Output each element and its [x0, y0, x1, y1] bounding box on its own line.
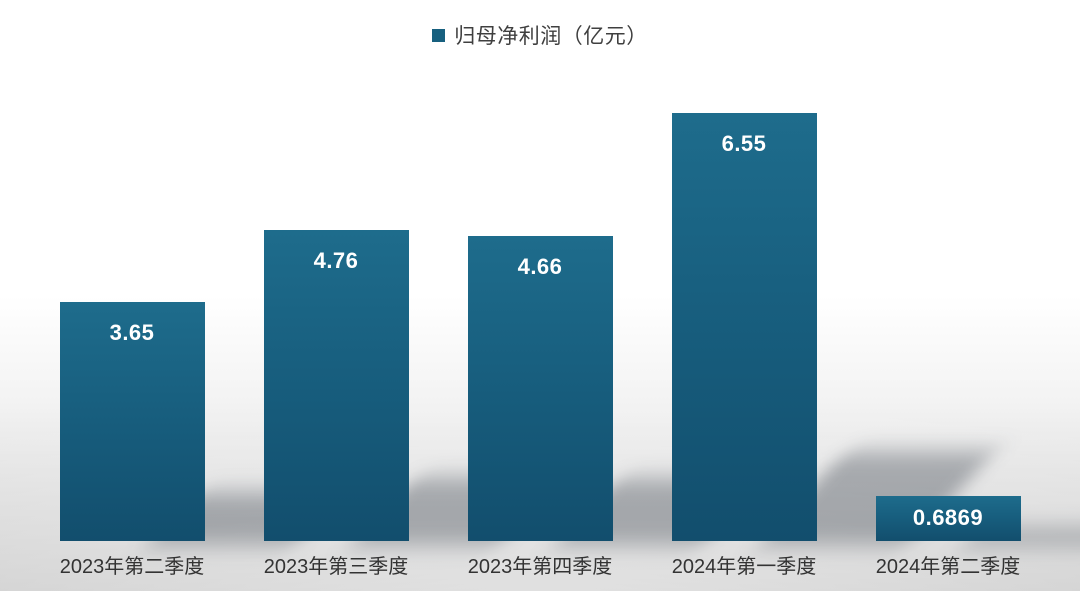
- chart-column: 6.55 2024年第一季度: [642, 0, 995, 578]
- chart-column: 4.66 2023年第四季度: [438, 0, 767, 578]
- x-axis-label: 2023年第四季度: [467, 556, 613, 578]
- chart-column: 0.6869 2024年第二季度: [846, 0, 1080, 578]
- chart-column: 3.65 2023年第二季度: [30, 0, 347, 578]
- chart-legend: 归母净利润（亿元）: [0, 20, 1080, 50]
- bar-value-label: 4.66: [517, 254, 563, 279]
- plot-area: 3.65 2023年第二季度 4.76 2023年第三季度 4.66 2023年第四季度 6…: [30, 0, 1080, 578]
- bar: 4.76: [263, 230, 409, 541]
- x-axis-label: 2023年第二季度: [59, 556, 205, 578]
- bar: 4.66: [467, 236, 613, 541]
- x-axis-label: 2024年第一季度: [671, 556, 817, 578]
- bar: 6.55: [671, 113, 817, 541]
- bar: 0.6869: [875, 496, 1021, 541]
- x-axis-label: 2024年第二季度: [875, 556, 1021, 578]
- x-axis-label: 2023年第三季度: [263, 556, 409, 578]
- bar-value-label: 0.6869: [912, 505, 984, 530]
- legend-marker-icon: [432, 28, 446, 42]
- bar-value-label: 4.76: [313, 248, 359, 273]
- chart-column: 4.76 2023年第三季度: [234, 0, 564, 578]
- bar-value-label: 6.55: [721, 131, 767, 156]
- legend-label: 归母净利润（亿元）: [454, 25, 648, 48]
- bar-value-label: 3.65: [109, 320, 155, 345]
- bar: 3.65: [59, 302, 205, 541]
